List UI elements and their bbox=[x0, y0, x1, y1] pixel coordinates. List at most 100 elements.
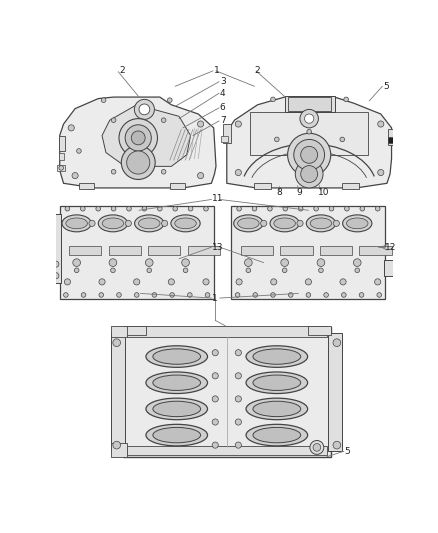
Circle shape bbox=[235, 396, 241, 402]
Bar bbox=[109, 246, 141, 255]
Ellipse shape bbox=[146, 346, 208, 367]
Bar bbox=[360, 246, 392, 255]
Circle shape bbox=[314, 206, 318, 211]
Bar bbox=[60, 206, 214, 299]
Circle shape bbox=[342, 293, 346, 297]
Bar bbox=[69, 246, 101, 255]
Circle shape bbox=[109, 259, 117, 266]
Circle shape bbox=[283, 206, 288, 211]
Circle shape bbox=[111, 206, 116, 211]
Bar bbox=[320, 246, 352, 255]
Circle shape bbox=[142, 206, 147, 211]
Circle shape bbox=[188, 206, 193, 211]
Circle shape bbox=[134, 279, 140, 285]
Bar bbox=[223, 124, 231, 143]
Bar bbox=[170, 182, 185, 189]
Circle shape bbox=[313, 443, 321, 451]
Text: 5: 5 bbox=[345, 447, 350, 456]
Circle shape bbox=[183, 268, 188, 273]
Circle shape bbox=[77, 149, 81, 154]
Circle shape bbox=[53, 273, 59, 279]
Circle shape bbox=[246, 268, 251, 273]
Bar bbox=[328, 333, 342, 450]
Circle shape bbox=[74, 268, 79, 273]
Circle shape bbox=[125, 125, 151, 151]
Circle shape bbox=[187, 293, 192, 297]
Ellipse shape bbox=[98, 215, 127, 232]
Circle shape bbox=[235, 169, 241, 175]
Circle shape bbox=[275, 137, 279, 142]
Circle shape bbox=[300, 109, 318, 128]
Circle shape bbox=[158, 206, 162, 211]
Bar bbox=[123, 326, 146, 335]
Circle shape bbox=[111, 268, 115, 273]
Ellipse shape bbox=[153, 427, 201, 443]
Circle shape bbox=[134, 99, 155, 119]
Circle shape bbox=[89, 220, 95, 227]
Bar bbox=[111, 333, 125, 450]
Circle shape bbox=[378, 169, 384, 175]
Bar bbox=[342, 182, 359, 189]
Bar bbox=[111, 326, 127, 336]
Circle shape bbox=[310, 440, 324, 454]
Circle shape bbox=[147, 268, 152, 273]
Ellipse shape bbox=[138, 218, 160, 229]
Bar bbox=[288, 97, 331, 111]
Circle shape bbox=[294, 140, 325, 170]
Circle shape bbox=[329, 206, 334, 211]
Ellipse shape bbox=[134, 215, 164, 232]
Circle shape bbox=[345, 206, 349, 211]
Circle shape bbox=[236, 279, 242, 285]
Circle shape bbox=[344, 97, 349, 102]
Circle shape bbox=[162, 220, 168, 227]
Circle shape bbox=[113, 339, 120, 346]
Circle shape bbox=[237, 206, 241, 211]
Ellipse shape bbox=[146, 372, 208, 393]
Bar bbox=[250, 112, 368, 155]
Circle shape bbox=[161, 169, 166, 174]
Bar bbox=[388, 130, 396, 145]
Circle shape bbox=[72, 173, 78, 179]
Circle shape bbox=[268, 206, 272, 211]
Circle shape bbox=[375, 206, 380, 211]
Circle shape bbox=[353, 259, 361, 266]
Circle shape bbox=[253, 293, 258, 297]
Bar bbox=[127, 446, 327, 455]
Polygon shape bbox=[60, 97, 216, 188]
Text: 5: 5 bbox=[383, 82, 389, 91]
Circle shape bbox=[306, 293, 311, 297]
Bar bbox=[111, 443, 127, 457]
Bar bbox=[127, 326, 327, 336]
Circle shape bbox=[244, 259, 252, 266]
Circle shape bbox=[298, 206, 303, 211]
Circle shape bbox=[99, 293, 103, 297]
Circle shape bbox=[304, 114, 314, 123]
Bar bbox=[57, 165, 65, 171]
Circle shape bbox=[131, 131, 145, 145]
Ellipse shape bbox=[310, 218, 332, 229]
Text: 2: 2 bbox=[119, 67, 124, 75]
Ellipse shape bbox=[146, 424, 208, 446]
Circle shape bbox=[235, 293, 240, 297]
Ellipse shape bbox=[270, 215, 299, 232]
Ellipse shape bbox=[246, 346, 307, 367]
Text: 8: 8 bbox=[277, 188, 283, 197]
Circle shape bbox=[81, 293, 86, 297]
Circle shape bbox=[333, 220, 339, 227]
Circle shape bbox=[212, 350, 218, 356]
Bar bbox=[188, 246, 220, 255]
Bar bbox=[59, 152, 64, 160]
Circle shape bbox=[173, 206, 177, 211]
Bar bbox=[79, 182, 94, 189]
Circle shape bbox=[53, 261, 59, 267]
Ellipse shape bbox=[237, 218, 259, 229]
Circle shape bbox=[182, 259, 189, 266]
Circle shape bbox=[305, 279, 311, 285]
Circle shape bbox=[377, 293, 381, 297]
Bar bbox=[280, 246, 313, 255]
Circle shape bbox=[68, 125, 74, 131]
Circle shape bbox=[127, 206, 131, 211]
Circle shape bbox=[288, 293, 293, 297]
Polygon shape bbox=[102, 105, 191, 166]
Circle shape bbox=[111, 169, 116, 174]
